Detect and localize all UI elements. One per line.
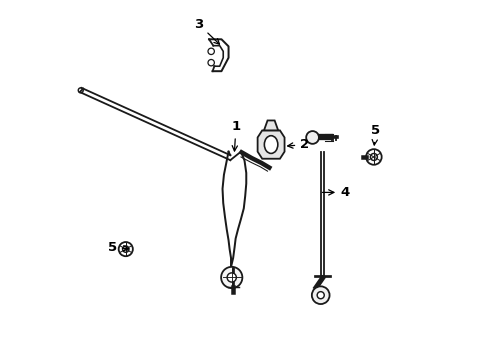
Text: 1: 1 xyxy=(231,120,240,151)
Circle shape xyxy=(305,131,318,144)
Polygon shape xyxy=(257,130,284,159)
Ellipse shape xyxy=(264,136,277,153)
Polygon shape xyxy=(264,121,278,130)
Text: 4: 4 xyxy=(322,186,349,199)
Circle shape xyxy=(221,267,242,288)
Circle shape xyxy=(317,292,324,299)
Text: 3: 3 xyxy=(193,18,219,44)
Circle shape xyxy=(311,286,329,304)
Text: 5: 5 xyxy=(107,241,128,254)
Text: 5: 5 xyxy=(370,124,380,145)
Circle shape xyxy=(207,48,214,54)
Circle shape xyxy=(226,273,236,282)
Text: 2: 2 xyxy=(287,138,309,151)
Circle shape xyxy=(207,59,214,66)
